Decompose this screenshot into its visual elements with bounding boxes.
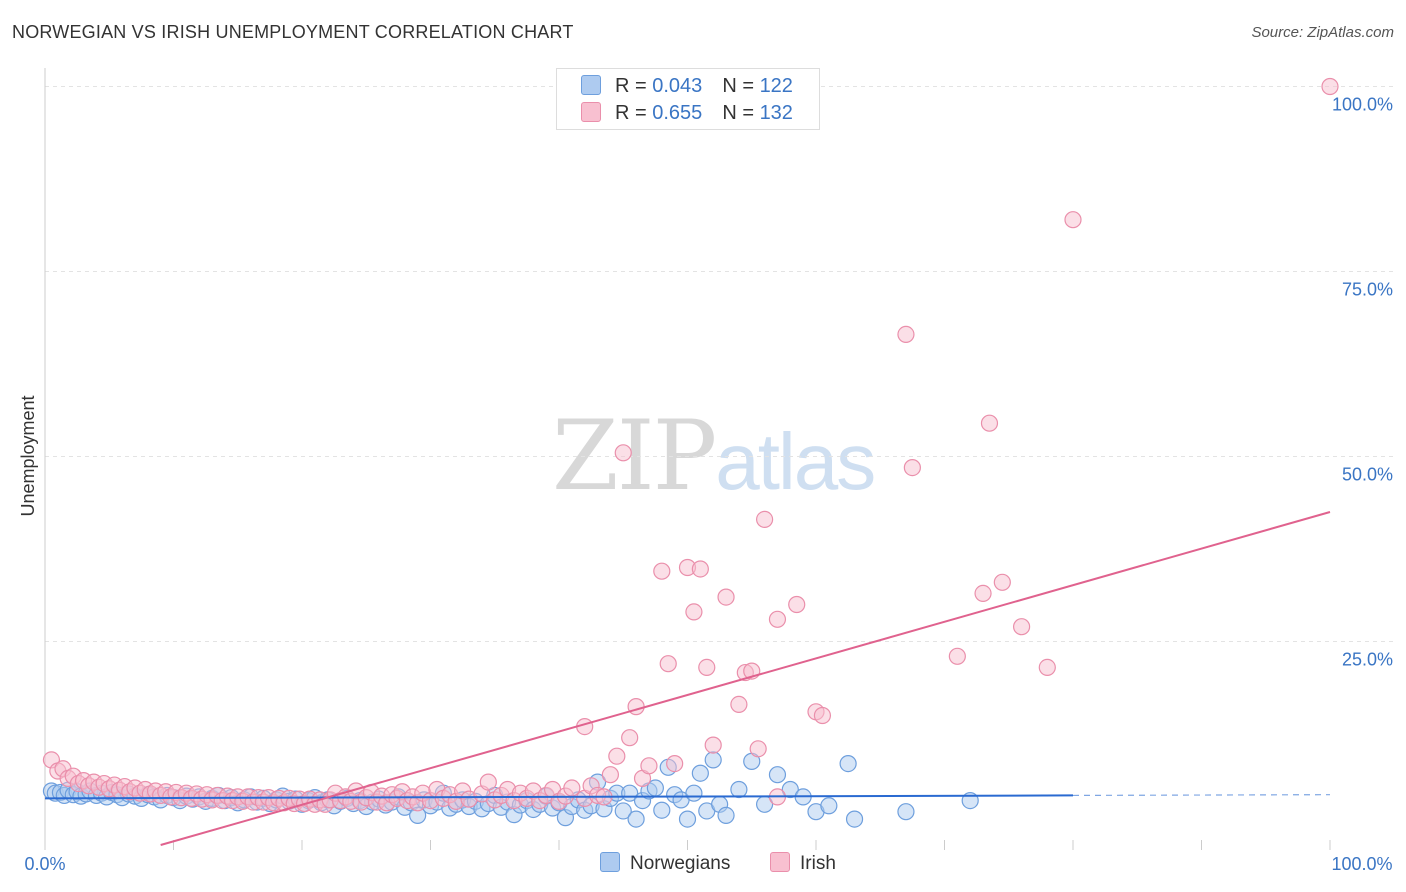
x-tick-label: 100.0% bbox=[1331, 854, 1392, 874]
irish-point bbox=[813, 706, 832, 725]
watermark-atlas: atlas bbox=[715, 417, 876, 506]
irish-point bbox=[980, 414, 999, 432]
irish-point bbox=[749, 740, 767, 758]
legend-row-irish: R = 0.655 N = 132 bbox=[581, 102, 793, 126]
irish-point bbox=[1321, 77, 1339, 96]
gridlines bbox=[45, 86, 1395, 642]
irish-point bbox=[1038, 658, 1056, 677]
irish-point bbox=[704, 736, 722, 754]
y-tick-label: 50.0% bbox=[1342, 465, 1393, 485]
norwegians-point bbox=[845, 810, 864, 828]
legend-n-value: 122 bbox=[759, 75, 793, 97]
legend-swatch-irish bbox=[581, 102, 601, 122]
irish-point bbox=[948, 647, 966, 665]
chart-source: Source: ZipAtlas.com bbox=[1251, 24, 1394, 41]
norwegians-point bbox=[653, 801, 671, 819]
irish-point bbox=[993, 573, 1011, 591]
irish-point bbox=[653, 562, 671, 580]
norwegians-trend-line bbox=[44, 794, 1074, 800]
legend-r-value: 0.655 bbox=[652, 102, 703, 124]
legend-item-norwegians[interactable]: Norwegians bbox=[600, 852, 730, 876]
irish-point bbox=[601, 766, 620, 784]
irish-point bbox=[903, 459, 921, 477]
irish-point bbox=[768, 610, 787, 628]
legend-n-label: N = bbox=[722, 75, 754, 97]
x-ticks bbox=[44, 840, 1331, 850]
irish-point bbox=[659, 655, 677, 673]
watermark-zip: ZIP bbox=[552, 400, 717, 512]
legend-swatch-norwegians bbox=[581, 75, 601, 95]
watermark: ZIPatlas bbox=[552, 400, 876, 512]
irish-point bbox=[563, 779, 581, 797]
chart-title: NORWEGIAN VS IRISH UNEMPLOYMENT CORRELAT… bbox=[12, 22, 574, 42]
axis-labels: 25.0% 50.0% 75.0% 100.0% 0.0% 100.0% Unemploym… bbox=[18, 95, 1393, 875]
irish-point bbox=[1012, 618, 1031, 636]
norwegians-point bbox=[678, 810, 697, 828]
irish-point bbox=[640, 757, 658, 775]
irish-trend-line bbox=[160, 511, 1331, 846]
legend-r-value: 0.043 bbox=[652, 75, 703, 97]
irish-point bbox=[1064, 211, 1082, 229]
legend-r-label: R = bbox=[615, 102, 647, 124]
irish-point bbox=[755, 510, 774, 529]
norwegians-point bbox=[704, 751, 722, 769]
irish-point bbox=[666, 754, 684, 773]
norwegians-point bbox=[614, 802, 632, 820]
norwegians-point bbox=[685, 784, 703, 802]
norwegians-point bbox=[691, 764, 709, 782]
norwegians-point bbox=[781, 780, 799, 799]
y-tick-label: 25.0% bbox=[1342, 650, 1393, 670]
norwegians-point bbox=[897, 803, 915, 821]
irish-point bbox=[608, 747, 626, 765]
irish-point bbox=[897, 325, 915, 343]
norwegians-point bbox=[730, 780, 748, 799]
irish-points bbox=[42, 77, 1339, 813]
norwegians-trend-extension bbox=[1072, 794, 1331, 797]
irish-point bbox=[788, 595, 806, 614]
y-axis-title: Unemployment bbox=[18, 395, 38, 516]
legend-swatch-norwegians bbox=[600, 852, 620, 872]
correlation-legend: R = 0.043 N = 122 R = 0.655 N = 132 bbox=[556, 68, 820, 130]
legend-n-label: N = bbox=[722, 102, 754, 124]
irish-point bbox=[717, 588, 735, 606]
norwegians-point bbox=[820, 797, 838, 815]
legend-item-irish[interactable]: Irish bbox=[770, 852, 836, 876]
irish-point bbox=[614, 444, 632, 462]
legend-n-value: 132 bbox=[759, 102, 793, 124]
legend-label-irish: Irish bbox=[800, 853, 836, 874]
legend-row-norwegians: R = 0.043 N = 122 bbox=[581, 75, 793, 99]
irish-point bbox=[691, 560, 709, 578]
irish-point bbox=[685, 603, 703, 621]
irish-point bbox=[621, 729, 639, 747]
y-tick-label: 75.0% bbox=[1342, 280, 1393, 300]
irish-point bbox=[730, 695, 748, 714]
norwegians-point bbox=[717, 806, 735, 825]
irish-point bbox=[479, 773, 497, 791]
legend-r-label: R = bbox=[615, 75, 647, 97]
x-tick-label: 0.0% bbox=[24, 854, 65, 874]
irish-point bbox=[698, 658, 716, 677]
y-tick-label: 100.0% bbox=[1332, 95, 1393, 115]
trend-lines bbox=[44, 511, 1331, 846]
irish-point bbox=[974, 584, 992, 603]
legend-label-norwegians: Norwegians bbox=[630, 853, 731, 874]
norwegians-point bbox=[627, 810, 645, 828]
norwegians-point bbox=[839, 754, 857, 773]
norwegians-point bbox=[768, 766, 787, 784]
legend-swatch-irish bbox=[770, 852, 790, 872]
